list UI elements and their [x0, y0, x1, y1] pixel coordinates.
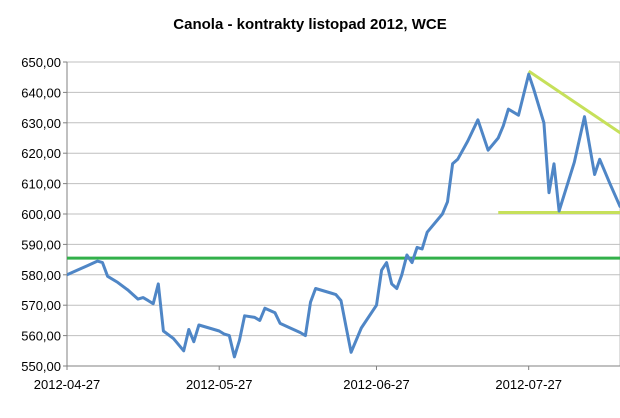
x-tick-label: 2012-04-27	[34, 377, 101, 392]
y-tick-label: 570,00	[21, 298, 61, 313]
x-tick-label: 2012-07-27	[495, 377, 562, 392]
y-tick-label: 640,00	[21, 85, 61, 100]
y-tick-label: 550,00	[21, 359, 61, 374]
y-tick-label: 650,00	[21, 55, 61, 70]
chart-title: Canola - kontrakty listopad 2012, WCE	[173, 16, 447, 33]
y-tick-label: 610,00	[21, 177, 61, 192]
y-tick-label: 590,00	[21, 237, 61, 252]
y-tick-label: 580,00	[21, 268, 61, 283]
x-tick-label: 2012-06-27	[343, 377, 410, 392]
y-tick-label: 560,00	[21, 329, 61, 344]
y-tick-label: 620,00	[21, 146, 61, 161]
resistance-line	[527, 69, 620, 135]
y-tick-label: 630,00	[21, 116, 61, 131]
y-tick-label: 600,00	[21, 207, 61, 222]
x-tick-label: 2012-05-27	[186, 377, 253, 392]
price-series-line	[67, 72, 620, 359]
